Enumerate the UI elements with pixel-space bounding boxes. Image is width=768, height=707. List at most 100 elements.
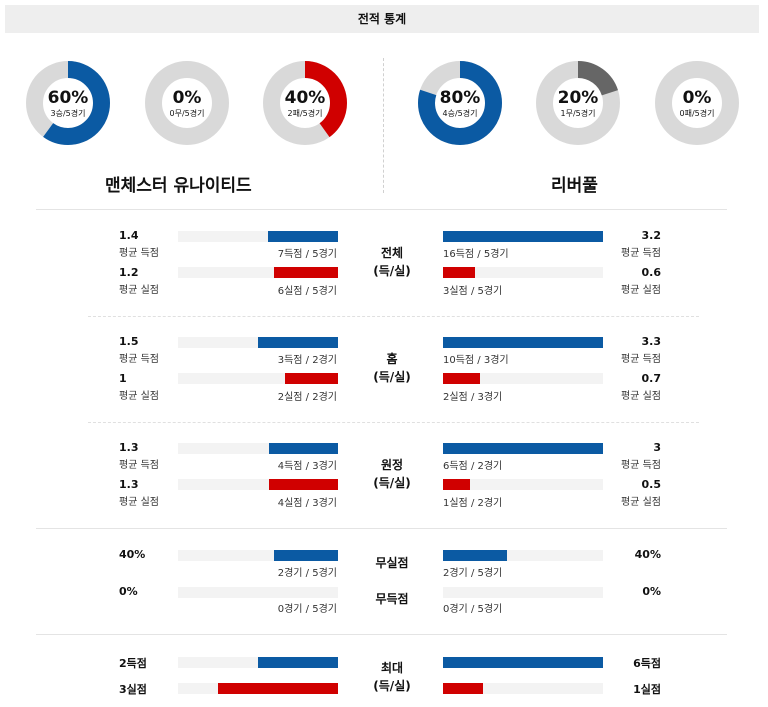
away-win-donut: 80% 4승/5경기 — [418, 61, 502, 145]
section-divider — [36, 634, 727, 635]
home-label: 홈 (득/실) — [373, 352, 411, 384]
home-max-conceded-value: 3실점 — [119, 683, 147, 696]
bar-caption: 3득점 / 2경기 — [277, 355, 337, 366]
avg-conceded-label: 평균 실점 — [621, 497, 661, 508]
avg-scored-label: 평균 득점 — [621, 460, 661, 471]
avg-scored-label: 평균 득점 — [119, 354, 159, 365]
section-divider — [36, 209, 727, 210]
home-conceded-bar — [178, 373, 338, 384]
bar-fill — [258, 657, 338, 668]
away-scored-bar — [443, 231, 603, 242]
away-avg-scored-value: 3 — [653, 441, 661, 454]
bar-caption: 16득점 / 5경기 — [443, 249, 509, 260]
away-max-scored-bar — [443, 657, 603, 668]
home-avg-conceded-value: 1.3 — [119, 478, 139, 491]
bar-fill — [274, 550, 338, 561]
donut-percent: 60% — [47, 88, 89, 108]
away-scored-bar — [443, 443, 603, 454]
bar-fill — [443, 550, 507, 561]
donut-chart — [536, 61, 620, 145]
home-avg-scored-value: 1.3 — [119, 441, 139, 454]
away-avg-conceded-value: 0.7 — [641, 372, 662, 385]
away-avg-conceded-value: 0.6 — [641, 266, 662, 279]
home-avg-scored-value: 1.4 — [119, 229, 139, 242]
away-avg-conceded-value: 0.5 — [641, 478, 662, 491]
bar-fill — [443, 373, 480, 384]
home-avg-scored-value: 1.5 — [119, 335, 139, 348]
bar-caption: 2실점 / 3경기 — [443, 392, 503, 403]
bar-caption: 3실점 / 5경기 — [443, 286, 503, 297]
donut-arc — [263, 61, 347, 145]
donut-caption: 0무/5경기 — [169, 109, 205, 118]
bar-fill — [443, 231, 603, 242]
bar-caption: 10득점 / 3경기 — [443, 355, 509, 366]
avg-scored-label: 평균 득점 — [119, 248, 159, 259]
donut-percent: 80% — [439, 88, 481, 108]
bar-fill — [443, 683, 483, 694]
away-max-conceded-value: 1실점 — [633, 683, 661, 696]
home-scored-bar — [178, 443, 338, 454]
bar-caption: 0경기 / 5경기 — [443, 604, 503, 615]
bar-caption: 4득점 / 3경기 — [277, 461, 337, 472]
away-label: 원정 (득/실) — [373, 458, 411, 490]
donut-caption: 1무/5경기 — [560, 109, 596, 118]
donut-chart — [418, 61, 502, 145]
avg-conceded-label: 평균 실점 — [119, 285, 159, 296]
avg-conceded-label: 평균 실점 — [621, 285, 661, 296]
donut-caption: 2패/5경기 — [287, 109, 323, 118]
home-scored-bar — [178, 337, 338, 348]
donut-percent: 20% — [557, 88, 599, 108]
away-avg-scored-value: 3.3 — [641, 335, 662, 348]
donut-caption: 0패/5경기 — [679, 109, 715, 118]
bar-caption: 2실점 / 2경기 — [277, 392, 337, 403]
home-avg-conceded-value: 1.2 — [119, 266, 139, 279]
donut-caption: 4승/5경기 — [442, 109, 478, 118]
donut-chart — [655, 61, 739, 145]
donut-ring — [655, 61, 739, 145]
away-failed-to-score-bar — [443, 587, 603, 598]
home-scored-bar — [178, 231, 338, 242]
away-max-conceded-bar — [443, 683, 603, 694]
home-clean-sheet-bar — [178, 550, 338, 561]
away-conceded-bar — [443, 267, 603, 278]
donut-percent: 40% — [284, 88, 326, 108]
away-scored-bar — [443, 337, 603, 348]
donut-arc — [26, 61, 110, 145]
home-max-conceded-bar — [178, 683, 338, 694]
home-loss-donut: 40% 2패/5경기 — [263, 61, 347, 145]
overall-label: 전체 (득/실) — [373, 246, 411, 278]
avg-scored-label: 평균 득점 — [621, 354, 661, 365]
team-divider — [383, 58, 384, 193]
bar-caption: 4실점 / 3경기 — [277, 498, 337, 509]
avg-conceded-label: 평균 실점 — [119, 391, 159, 402]
bar-fill — [218, 683, 338, 694]
bar-fill — [443, 479, 471, 490]
home-conceded-bar — [178, 267, 338, 278]
bar-fill — [285, 373, 338, 384]
bar-fill — [443, 337, 603, 348]
away-team-name: 리버풀 — [551, 176, 598, 196]
donut-percent: 0% — [172, 88, 202, 108]
donut-arc — [418, 61, 502, 145]
bar-fill — [269, 479, 338, 490]
donut-percent: 0% — [682, 88, 712, 108]
away-failed-to-score-value: 0% — [642, 585, 661, 598]
away-draw-donut: 20% 1무/5경기 — [536, 61, 620, 145]
home-failed-to-score-bar — [178, 587, 338, 598]
home-team-name: 맨체스터 유나이티드 — [105, 176, 252, 196]
bar-caption: 6실점 / 5경기 — [277, 286, 337, 297]
away-conceded-bar — [443, 479, 603, 490]
donut-chart — [26, 61, 110, 145]
section-header: 전적 통계 — [5, 5, 759, 33]
bar-fill — [269, 443, 338, 454]
away-conceded-bar — [443, 373, 603, 384]
away-avg-scored-value: 3.2 — [641, 229, 662, 242]
max-label: 최대 (득/실) — [373, 661, 411, 693]
avg-conceded-label: 평균 실점 — [119, 497, 159, 508]
bar-fill — [443, 657, 603, 668]
home-failed-to-score-value: 0% — [119, 585, 138, 598]
away-clean-sheet-value: 40% — [634, 548, 661, 561]
home-avg-conceded-value: 1 — [119, 372, 127, 385]
bar-caption: 1실점 / 2경기 — [443, 498, 503, 509]
avg-scored-label: 평균 득점 — [621, 248, 661, 259]
